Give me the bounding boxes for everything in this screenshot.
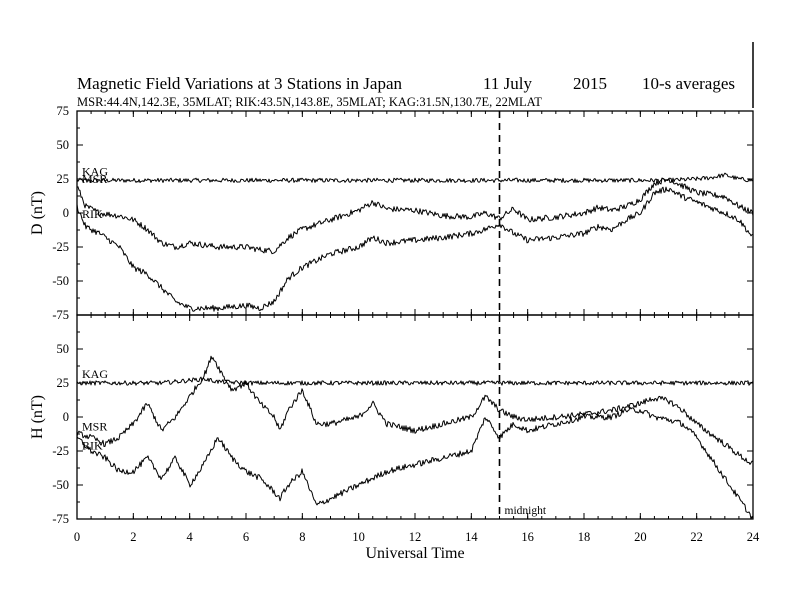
x-tick-label: 14 (465, 530, 478, 544)
y-tick-label: 50 (57, 138, 70, 152)
y-tick-label: -75 (52, 308, 69, 322)
y-tick-label: -75 (52, 512, 69, 526)
y-tick-label: 75 (57, 104, 70, 118)
y-tick-label: 25 (57, 376, 70, 390)
x-tick-label: 18 (578, 530, 591, 544)
chart-date: 11 July (483, 74, 532, 93)
y-axis-label: H (nT) (29, 395, 46, 439)
x-tick-label: 8 (299, 530, 305, 544)
series-label-msr: MSR (82, 172, 107, 186)
x-axis-label: Universal Time (365, 545, 464, 562)
series-line-kag (76, 376, 754, 386)
x-tick-label: 22 (690, 530, 703, 544)
y-tick-label: -25 (52, 444, 69, 458)
series-line-rik (76, 406, 754, 520)
y-tick-label: 0 (63, 206, 69, 220)
panel-frame (76, 110, 754, 316)
panel-h: 50 25 0 -25 -50 -75 H (nT) KAG MSR RIK (29, 314, 754, 526)
midnight-label: midnight (505, 505, 547, 517)
chart-subtitle: MSR:44.4N,142.3E, 35MLAT; RIK:43.5N,143.… (77, 95, 542, 109)
y-axis-label: D (nT) (29, 191, 46, 235)
y-tick-label: -50 (52, 274, 69, 288)
series-line-msr (76, 355, 754, 465)
series-label-msr: MSR (82, 419, 107, 433)
x-tick-label: 6 (243, 530, 249, 544)
series-line-rik (76, 186, 753, 312)
y-tick-label: 50 (57, 342, 70, 356)
series-label-rik: RIK (82, 438, 103, 452)
y-tick-label: -25 (52, 240, 69, 254)
x-tick-label: 0 (74, 530, 80, 544)
series-line-msr (76, 177, 754, 255)
x-tick-label: 16 (521, 530, 534, 544)
series-label-kag: KAG (82, 164, 108, 178)
chart-averaging: 10-s averages (642, 74, 735, 93)
y-tick-label: 0 (63, 410, 69, 424)
x-tick-label: 12 (409, 530, 422, 544)
series-label-kag: KAG (82, 367, 108, 381)
x-tick-label: 24 (747, 530, 760, 544)
chart-year: 2015 (573, 74, 607, 93)
panel-frame (76, 314, 754, 520)
x-tick-label: 4 (187, 530, 194, 544)
x-tick-label: 2 (130, 530, 136, 544)
chart-title: Magnetic Field Variations at 3 Stations … (77, 74, 403, 93)
y-tick-label: 25 (57, 172, 70, 186)
x-tick-label: 10 (352, 530, 365, 544)
series-line-kag (76, 172, 754, 183)
y-tick-label: -50 (52, 478, 69, 492)
x-tick-label: 20 (634, 530, 647, 544)
x-axis: 0 2 4 6 8 10 12 14 16 18 20 22 24 (74, 530, 760, 544)
series-label-rik: RIK (82, 207, 103, 221)
